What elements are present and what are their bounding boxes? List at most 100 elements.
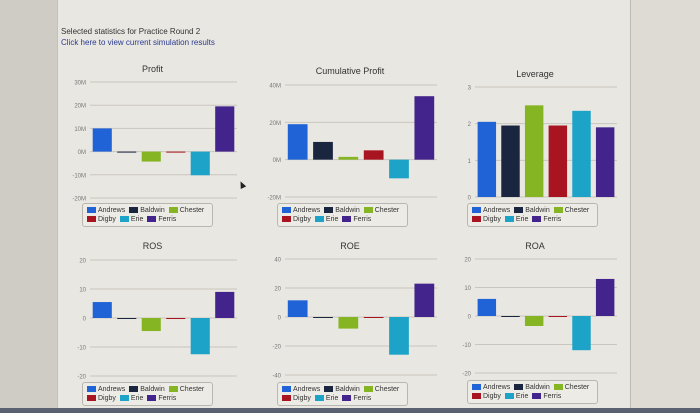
bar-erie — [190, 151, 210, 176]
legend-item-ferris[interactable]: Ferris — [342, 394, 371, 403]
legend-swatch — [514, 384, 524, 391]
legend-item-andrews[interactable]: Andrews — [282, 385, 320, 394]
bar-ferris — [215, 106, 235, 152]
chart-title: ROE — [340, 241, 360, 251]
legend-item-digby[interactable]: Digby — [282, 394, 311, 403]
legend-swatch — [282, 207, 291, 214]
legend-label: Erie — [325, 395, 339, 402]
legend-swatch — [472, 384, 481, 391]
legend-item-chester[interactable]: Chester — [553, 206, 590, 215]
bar-andrews — [92, 128, 112, 152]
legend-label: Erie — [325, 216, 339, 223]
legend-label: Andrews — [293, 386, 321, 393]
bar-andrews — [287, 124, 308, 160]
legend-item-erie[interactable]: Erie — [504, 215, 528, 224]
legend-item-digby[interactable]: Digby — [472, 392, 501, 401]
legend-item-chester[interactable]: Chester — [168, 206, 205, 215]
bar-chester — [338, 317, 359, 329]
legend-item-chester[interactable]: Chester — [168, 385, 204, 394]
legend-swatch — [342, 395, 352, 402]
legend-swatch — [147, 395, 157, 402]
legend-swatch — [282, 386, 291, 393]
bar-erie — [190, 318, 210, 355]
legend-label: Baldwin — [525, 384, 550, 391]
legend-label: Chester — [179, 207, 205, 214]
legend-item-andrews[interactable]: Andrews — [472, 383, 510, 392]
legend-label: Erie — [130, 216, 144, 223]
legend-item-baldwin[interactable]: Baldwin — [129, 206, 165, 215]
y-tick-label: 40 — [274, 258, 281, 264]
y-tick-label: -20 — [77, 375, 86, 381]
legend-item-baldwin[interactable]: Baldwin — [129, 385, 165, 394]
left-sidebar — [0, 0, 57, 413]
y-tick-label: -20 — [462, 372, 471, 378]
legend-item-andrews[interactable]: Andrews — [282, 206, 320, 215]
legend-item-andrews[interactable]: Andrews — [472, 206, 510, 215]
bar-erie — [572, 316, 591, 351]
view-results-link[interactable]: Click here to view current simulation re… — [61, 38, 215, 47]
legend-item-chester[interactable]: Chester — [363, 206, 399, 215]
chart-title: Cumulative Profit — [315, 66, 385, 76]
legend-label: Andrews — [293, 207, 321, 214]
bar-chester — [338, 156, 359, 160]
chart-ros: ROS 20 10 0 -10 -20 Andrews Baldwin Chester Digby… — [60, 237, 245, 407]
bar-andrews — [477, 121, 497, 197]
legend-swatch — [532, 393, 542, 400]
bar-erie — [572, 110, 591, 197]
bar-erie — [389, 159, 409, 179]
bar-ferris — [595, 278, 615, 316]
legend-item-baldwin[interactable]: Baldwin — [324, 385, 360, 394]
y-tick-label: 30M — [74, 81, 86, 87]
legend-label: Baldwin — [140, 386, 165, 393]
legend-item-chester[interactable]: Chester — [553, 383, 589, 392]
legend-item-baldwin[interactable]: Baldwin — [324, 206, 360, 215]
bar-digby — [166, 151, 186, 153]
legend-item-erie[interactable]: Erie — [504, 392, 528, 401]
bar-baldwin — [313, 317, 333, 318]
y-tick-label: 10 — [464, 286, 471, 292]
legend-label: Ferris — [543, 393, 562, 400]
intro-text: Selected statistics for Practice Round 2… — [61, 26, 215, 48]
legend-item-ferris[interactable]: Ferris — [532, 392, 561, 401]
legend-swatch — [553, 207, 563, 214]
legend-item-digby[interactable]: Digby — [282, 215, 311, 224]
legend-item-andrews[interactable]: Andrews — [87, 385, 125, 394]
chart-plot: 20 10 0 -10 -20 — [77, 259, 237, 381]
legend-swatch — [129, 207, 139, 214]
y-tick-label: 0 — [468, 315, 472, 321]
bar-digby — [548, 316, 568, 317]
chart-title: ROA — [525, 241, 545, 251]
legend-item-erie[interactable]: Erie — [314, 215, 339, 224]
legend-item-digby[interactable]: Digby — [87, 394, 116, 403]
legend-item-erie[interactable]: Erie — [119, 215, 144, 224]
legend-label: Chester — [564, 207, 590, 214]
legend-label: Baldwin — [335, 386, 360, 393]
chart-roa: ROA 20 10 0 -10 -20 Andrews Baldwin Chester Digby… — [445, 237, 625, 407]
legend-item-baldwin[interactable]: Baldwin — [514, 206, 550, 215]
bar-andrews — [287, 300, 308, 317]
legend-item-ferris[interactable]: Ferris — [147, 394, 176, 403]
bar-chester — [141, 151, 161, 162]
legend-label: Baldwin — [335, 207, 360, 214]
legend-item-baldwin[interactable]: Baldwin — [514, 383, 550, 392]
bar-andrews — [477, 298, 497, 316]
legend-item-erie[interactable]: Erie — [119, 394, 143, 403]
bar-chester — [524, 105, 544, 197]
y-tick-label: -10 — [77, 346, 86, 352]
legend-label: Digby — [98, 395, 116, 402]
legend-item-erie[interactable]: Erie — [314, 394, 339, 403]
legend-label: Digby — [293, 216, 311, 223]
legend-item-ferris[interactable]: Ferris — [532, 215, 561, 224]
legend-item-chester[interactable]: Chester — [363, 385, 399, 394]
legend-swatch — [129, 386, 139, 393]
legend-swatch — [87, 386, 96, 393]
legend-swatch — [119, 216, 129, 223]
legend-item-digby[interactable]: Digby — [87, 215, 116, 224]
legend-swatch — [472, 216, 481, 223]
legend-item-ferris[interactable]: Ferris — [147, 215, 176, 224]
legend-item-ferris[interactable]: Ferris — [342, 215, 371, 224]
legend-item-andrews[interactable]: Andrews — [87, 206, 125, 215]
legend-item-digby[interactable]: Digby — [472, 215, 501, 224]
legend-swatch — [363, 207, 373, 214]
legend-label: Baldwin — [140, 207, 165, 214]
